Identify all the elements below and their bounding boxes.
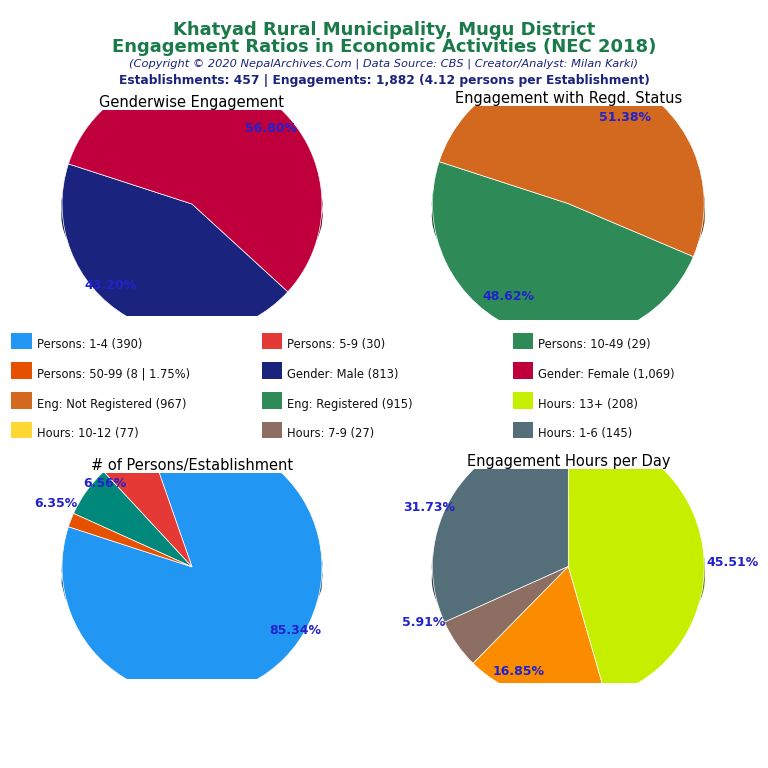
Wedge shape bbox=[473, 567, 606, 703]
Polygon shape bbox=[62, 179, 288, 296]
Wedge shape bbox=[68, 514, 192, 567]
Text: 85.34%: 85.34% bbox=[269, 624, 321, 637]
Text: Gender: Male (813): Gender: Male (813) bbox=[287, 368, 399, 381]
FancyBboxPatch shape bbox=[263, 362, 283, 379]
Wedge shape bbox=[439, 68, 704, 257]
Polygon shape bbox=[68, 534, 74, 554]
Text: 45.51%: 45.51% bbox=[707, 556, 759, 569]
FancyBboxPatch shape bbox=[12, 362, 31, 379]
Text: Engagement Ratios in Economic Activities (NEC 2018): Engagement Ratios in Economic Activities… bbox=[112, 38, 656, 56]
Wedge shape bbox=[62, 437, 322, 697]
FancyBboxPatch shape bbox=[12, 333, 31, 349]
Polygon shape bbox=[74, 508, 104, 545]
Text: 5.91%: 5.91% bbox=[402, 616, 445, 629]
FancyBboxPatch shape bbox=[263, 392, 283, 409]
Polygon shape bbox=[439, 119, 704, 249]
FancyBboxPatch shape bbox=[12, 392, 31, 409]
Text: 43.20%: 43.20% bbox=[84, 280, 136, 293]
Wedge shape bbox=[104, 444, 192, 567]
Text: 16.85%: 16.85% bbox=[493, 664, 545, 677]
Wedge shape bbox=[68, 74, 322, 292]
Text: (Copyright © 2020 NepalArchives.Com | Data Source: CBS | Creator/Analyst: Milan : (Copyright © 2020 NepalArchives.Com | Da… bbox=[130, 58, 638, 69]
Polygon shape bbox=[104, 491, 149, 519]
FancyBboxPatch shape bbox=[513, 392, 533, 409]
Text: Establishments: 457 | Engagements: 1,882 (4.12 persons per Establishment): Establishments: 457 | Engagements: 1,882… bbox=[118, 74, 650, 87]
Text: 31.73%: 31.73% bbox=[403, 502, 455, 515]
FancyBboxPatch shape bbox=[513, 422, 533, 439]
FancyBboxPatch shape bbox=[263, 333, 283, 349]
Polygon shape bbox=[445, 601, 473, 639]
Text: Persons: 5-9 (30): Persons: 5-9 (30) bbox=[287, 338, 386, 351]
Wedge shape bbox=[445, 567, 568, 664]
Text: Hours: 7-9 (27): Hours: 7-9 (27) bbox=[287, 427, 375, 440]
Text: 6.56%: 6.56% bbox=[83, 477, 127, 490]
Polygon shape bbox=[568, 482, 704, 660]
FancyBboxPatch shape bbox=[513, 362, 533, 379]
Text: 56.80%: 56.80% bbox=[244, 122, 296, 134]
Polygon shape bbox=[68, 124, 322, 270]
Text: 48.62%: 48.62% bbox=[483, 290, 535, 303]
Text: Hours: 1-6 (145): Hours: 1-6 (145) bbox=[538, 427, 633, 440]
Text: Hours: 13+ (208): Hours: 13+ (208) bbox=[538, 398, 638, 411]
Polygon shape bbox=[473, 627, 606, 663]
FancyBboxPatch shape bbox=[513, 333, 533, 349]
Text: Khatyad Rural Municipality, Mugu District: Khatyad Rural Municipality, Mugu Distric… bbox=[173, 21, 595, 38]
FancyBboxPatch shape bbox=[263, 422, 283, 439]
Polygon shape bbox=[432, 177, 694, 300]
Text: 51.38%: 51.38% bbox=[599, 111, 651, 124]
Wedge shape bbox=[62, 164, 288, 334]
Text: Gender: Female (1,069): Gender: Female (1,069) bbox=[538, 368, 675, 381]
Title: Engagement with Regd. Status: Engagement with Regd. Status bbox=[455, 91, 682, 106]
Text: Eng: Registered (915): Eng: Registered (915) bbox=[287, 398, 413, 411]
Title: Engagement Hours per Day: Engagement Hours per Day bbox=[467, 454, 670, 468]
Text: Persons: 50-99 (8 | 1.75%): Persons: 50-99 (8 | 1.75%) bbox=[37, 368, 190, 381]
Text: Persons: 1-4 (390): Persons: 1-4 (390) bbox=[37, 338, 142, 351]
Wedge shape bbox=[568, 431, 704, 697]
Title: Genderwise Engagement: Genderwise Engagement bbox=[100, 95, 284, 111]
Wedge shape bbox=[432, 431, 568, 622]
Wedge shape bbox=[74, 472, 192, 567]
Wedge shape bbox=[432, 161, 694, 339]
Text: Hours: 10-12 (77): Hours: 10-12 (77) bbox=[37, 427, 138, 440]
Text: Eng: Not Registered (967): Eng: Not Registered (967) bbox=[37, 398, 186, 411]
Polygon shape bbox=[432, 482, 568, 614]
Polygon shape bbox=[62, 486, 322, 659]
FancyBboxPatch shape bbox=[12, 422, 31, 439]
Title: # of Persons/Establishment: # of Persons/Establishment bbox=[91, 458, 293, 473]
Text: Persons: 10-49 (29): Persons: 10-49 (29) bbox=[538, 338, 651, 351]
Text: 6.35%: 6.35% bbox=[35, 497, 78, 510]
